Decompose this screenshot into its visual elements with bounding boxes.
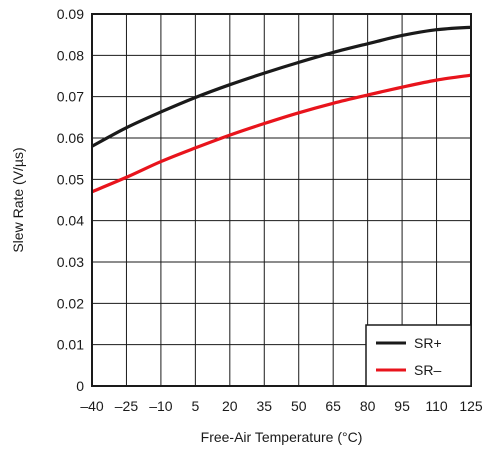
x-tick-label: 35 — [256, 398, 272, 414]
y-tick-label: 0.06 — [57, 130, 84, 146]
y-tick-label: 0 — [76, 378, 84, 394]
x-tick-label: 5 — [191, 398, 199, 414]
series-line-sr-plus — [92, 27, 471, 146]
legend: SR+ SR– — [366, 325, 471, 386]
x-tick-label: 65 — [325, 398, 341, 414]
y-tick-label: 0.05 — [57, 171, 84, 187]
y-tick-label: 0.02 — [57, 295, 84, 311]
series-layer — [92, 27, 471, 192]
y-tick-label: 0.01 — [57, 337, 84, 353]
x-tick-label: 125 — [459, 398, 483, 414]
y-tick-label: 0.09 — [57, 6, 84, 22]
x-tick-label: 50 — [291, 398, 307, 414]
x-tick-label: –10 — [149, 398, 173, 414]
series-line-sr-minus — [92, 75, 471, 192]
y-tick-label: 0.04 — [57, 213, 84, 229]
x-tick-label: 80 — [360, 398, 376, 414]
x-tick-label: –25 — [115, 398, 139, 414]
y-axis-label: Slew Rate (V/µs) — [10, 147, 26, 252]
y-tick-labels: 0 0.01 0.02 0.03 0.04 0.05 0.06 0.07 0.08 0.09 — [57, 6, 84, 394]
x-axis-label: Free-Air Temperature (°C) — [201, 429, 363, 445]
y-tick-label: 0.03 — [57, 254, 84, 270]
x-tick-label: –40 — [80, 398, 104, 414]
x-tick-label: 20 — [222, 398, 238, 414]
x-tick-labels: –40 –25 –10 5 20 35 50 65 80 95 110 125 — [80, 398, 483, 414]
legend-label-sr-plus: SR+ — [414, 335, 442, 351]
legend-label-sr-minus: SR– — [414, 362, 441, 378]
x-tick-label: 95 — [394, 398, 410, 414]
y-tick-label: 0.07 — [57, 89, 84, 105]
y-tick-label: 0.08 — [57, 47, 84, 63]
x-tick-label: 110 — [425, 398, 448, 414]
